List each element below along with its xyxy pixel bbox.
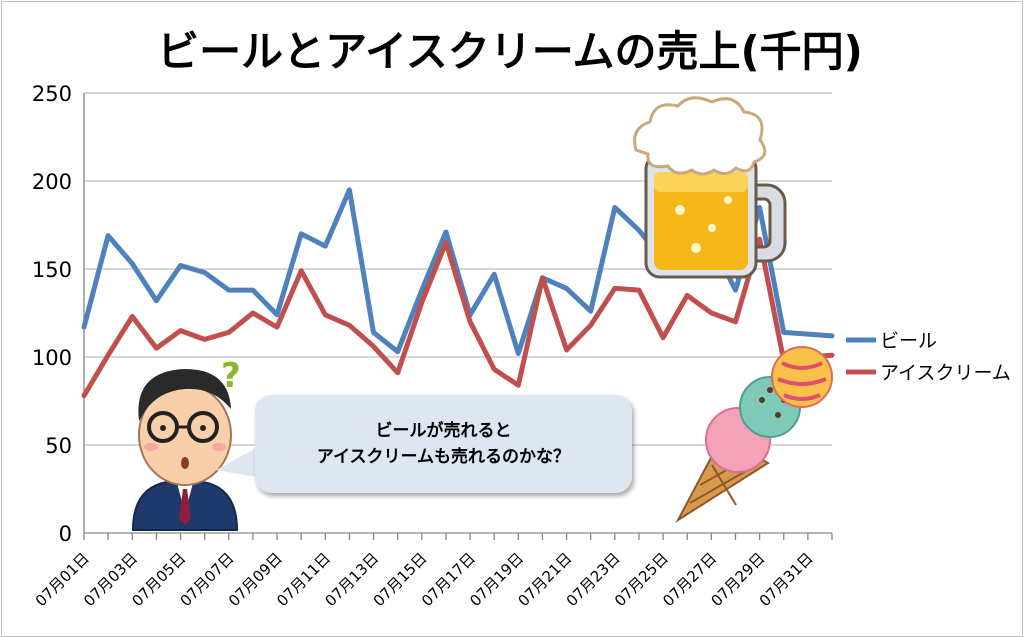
speech-bubble-line-2: アイスクリームも売れるのかな？ [316, 447, 571, 467]
chart-title: ビールとアイスクリームの売上(千円) [157, 27, 863, 76]
axes [83, 93, 833, 540]
thinking-man-icon: ? [131, 356, 241, 531]
y-tick-label: 250 [32, 82, 72, 106]
y-tick-labels: 0 50 100 150 200 250 [32, 82, 72, 546]
y-tick-label: 150 [32, 258, 72, 282]
svg-text:?: ? [221, 356, 241, 396]
speech-bubble-line-1: ビールが売れると [375, 421, 512, 441]
y-tick-label: 0 [59, 522, 72, 546]
legend-label: アイスクリーム [880, 362, 1011, 384]
legend-label: ビール [880, 330, 937, 352]
speech-bubble-tail [216, 447, 262, 478]
speech-bubble: ビールが売れると アイスクリームも売れるのかな？ [255, 395, 632, 493]
y-tick-label: 50 [45, 434, 72, 458]
y-tick-label: 100 [32, 346, 72, 370]
x-tick-labels: 07月01日07月03日07月05日07月07日07月09日07月11日07月1… [32, 549, 817, 610]
series-line-2 [81, 236, 835, 399]
x-tick-label: 07月31日 [756, 549, 817, 610]
ice-cream-cone-icon [675, 346, 833, 523]
beer-mug-icon [633, 96, 787, 279]
y-tick-label: 200 [32, 170, 72, 194]
